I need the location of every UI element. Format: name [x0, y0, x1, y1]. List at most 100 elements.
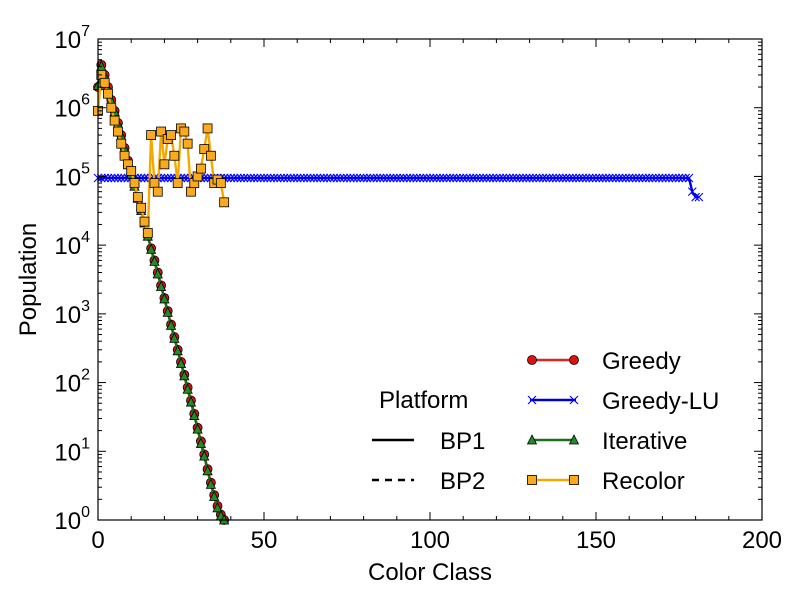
x-tick-label: 150 — [576, 527, 616, 554]
data-point — [545, 173, 554, 183]
data-point — [159, 159, 170, 170]
data-point — [365, 173, 375, 183]
data-point — [103, 173, 113, 183]
data-point — [521, 173, 531, 183]
data-point — [246, 173, 256, 183]
data-point — [468, 173, 478, 183]
data-point — [296, 173, 305, 183]
data-point — [418, 173, 428, 183]
data-point — [578, 173, 588, 183]
data-point — [329, 173, 339, 183]
data-point — [395, 173, 405, 183]
data-point — [412, 173, 422, 183]
data-point — [399, 173, 408, 183]
data-point — [202, 464, 213, 476]
data-point — [598, 173, 608, 183]
x-axis-label: Color Class — [368, 559, 492, 586]
data-point — [316, 173, 325, 183]
data-point — [475, 173, 485, 183]
data-point — [155, 280, 167, 291]
data-point — [654, 173, 664, 183]
data-point — [272, 173, 282, 183]
x-tick-label: 200 — [742, 527, 782, 554]
data-point — [485, 173, 495, 183]
y-tick-label: 102 — [54, 367, 90, 398]
data-point — [531, 173, 541, 183]
data-point — [511, 173, 521, 183]
data-point — [96, 173, 106, 183]
series-recolor — [93, 70, 230, 238]
data-point — [299, 173, 309, 183]
data-point — [584, 173, 594, 183]
x-tick-label: 100 — [410, 527, 450, 554]
legend-marker — [526, 434, 538, 445]
data-point — [106, 173, 116, 183]
data-point — [379, 173, 388, 183]
data-point — [252, 173, 262, 183]
data-point — [691, 192, 700, 202]
data-point — [548, 173, 558, 183]
data-point — [192, 423, 203, 434]
data-point — [664, 173, 674, 183]
data-point — [674, 173, 684, 183]
data-point — [266, 173, 276, 183]
data-point — [634, 173, 644, 183]
data-point — [172, 344, 183, 356]
data-point — [687, 187, 697, 197]
data-point — [119, 150, 130, 161]
legend-label-bp1: BP1 — [440, 428, 485, 455]
data-point — [116, 138, 127, 149]
data-point — [326, 173, 335, 183]
data-point — [282, 173, 292, 183]
data-point — [561, 173, 571, 183]
data-point — [172, 178, 183, 188]
data-point — [126, 166, 137, 176]
data-point — [355, 173, 365, 183]
data-point — [136, 202, 147, 213]
data-point — [425, 173, 435, 183]
data-point — [189, 409, 200, 421]
data-point — [392, 173, 402, 183]
data-point — [472, 173, 481, 183]
data-point — [651, 173, 661, 183]
data-point — [555, 173, 564, 183]
data-point — [139, 216, 150, 227]
data-point — [309, 173, 319, 183]
data-point — [644, 173, 654, 183]
legend-entry-recolor: Recolor — [527, 468, 685, 495]
data-point — [312, 173, 322, 183]
data-point — [482, 173, 491, 183]
data-point — [110, 173, 119, 183]
data-point — [142, 228, 153, 238]
data-point — [624, 173, 634, 183]
data-point — [149, 255, 160, 266]
data-point — [160, 173, 169, 183]
data-point — [179, 126, 190, 137]
data-point — [501, 173, 511, 183]
data-point — [677, 173, 687, 183]
legend-marker — [569, 395, 579, 405]
y-tick-label: 103 — [54, 298, 90, 329]
legend-label: Iterative — [602, 428, 687, 455]
data-point — [638, 173, 647, 183]
data-point — [452, 173, 461, 183]
ticks-layer — [97, 38, 763, 521]
data-point — [442, 173, 451, 183]
legend-series: Greedy Greedy-LU Iterative Recolor — [526, 348, 719, 495]
data-point — [196, 163, 206, 174]
data-point — [528, 173, 538, 183]
legend-entry-iterative: Iterative — [526, 428, 687, 455]
data-point — [146, 130, 157, 140]
data-point — [631, 173, 641, 183]
data-point — [385, 173, 395, 183]
data-point — [129, 178, 140, 188]
data-point — [306, 173, 315, 183]
y-tick-label: 107 — [54, 23, 90, 54]
data-point — [302, 173, 312, 183]
data-point — [109, 115, 120, 126]
data-point — [182, 138, 193, 149]
data-point — [614, 173, 624, 183]
data-point — [166, 130, 176, 140]
data-point — [152, 186, 163, 197]
